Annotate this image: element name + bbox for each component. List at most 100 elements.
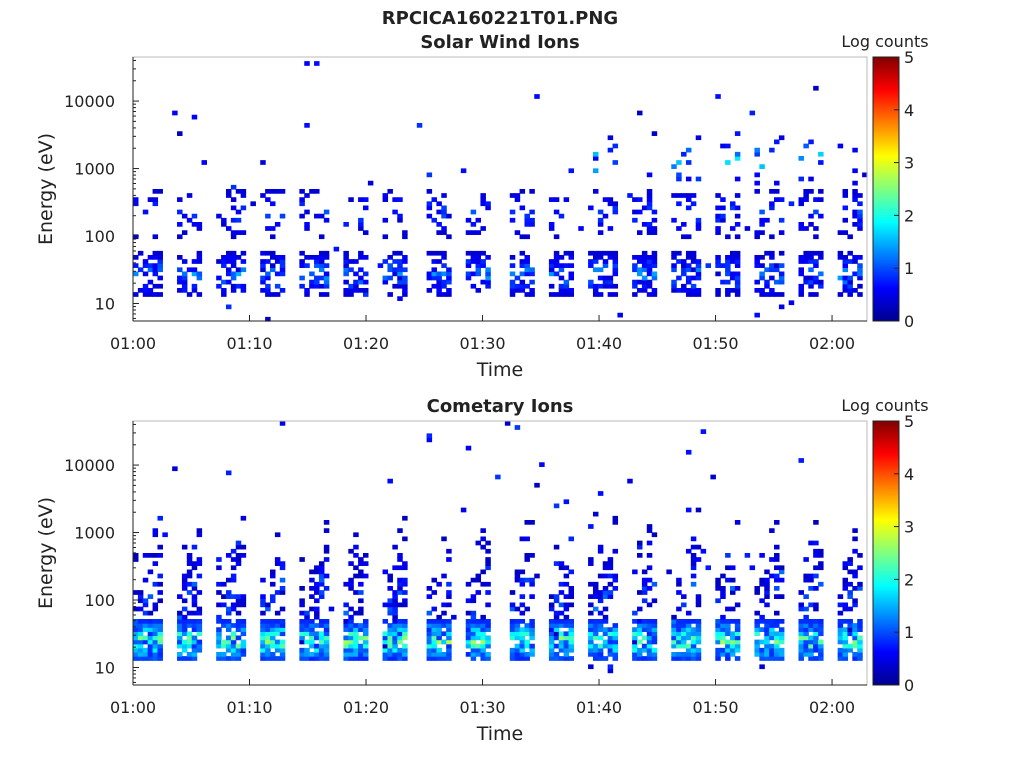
spectrogram-cell (597, 230, 604, 235)
spectrogram-cell (602, 656, 609, 661)
spectrogram-cell (152, 532, 159, 538)
spectrogram-cell (152, 619, 159, 624)
spectrogram-cell (279, 421, 286, 426)
spectrogram-cell (147, 623, 154, 628)
spectrogram-cell (270, 619, 276, 624)
spectrogram-cell (808, 619, 814, 624)
spectrogram-cell (446, 631, 452, 637)
spectrogram-cell (441, 226, 447, 231)
spectrogram-cell (509, 656, 516, 661)
spectrogram-cell (681, 234, 687, 240)
spectrogram-cell (225, 606, 232, 612)
spectrogram-cell (592, 288, 599, 293)
spectrogram-cell (392, 267, 398, 273)
spectrogram-cell (563, 279, 570, 285)
spectrogram-cell (524, 222, 530, 227)
spectrogram-cell (304, 226, 310, 231)
spectrogram-cell (358, 656, 364, 661)
spectrogram-cell (392, 259, 398, 264)
spectrogram-cell (509, 606, 516, 612)
spectrogram-cell (651, 217, 658, 223)
spectrogram-cell (270, 263, 276, 268)
spectrogram-cell (764, 581, 770, 587)
spectrogram-cell (260, 279, 266, 285)
spectrogram-cell (646, 553, 653, 558)
spectrogram-cell (602, 197, 609, 202)
spectrogram-cell (612, 656, 619, 661)
spectrogram-cell (235, 656, 242, 661)
spectrogram-cell (304, 255, 310, 260)
spectrogram-cell (637, 619, 643, 624)
spectrogram-cell (446, 267, 452, 273)
spectrogram-cell (470, 639, 477, 645)
spectrogram-cell (798, 283, 804, 289)
spectrogram-cell (592, 635, 599, 641)
spectrogram-cell (397, 250, 403, 256)
spectrogram-cell (651, 131, 658, 136)
spectrogram-cell (318, 647, 325, 653)
spectrogram-cell (181, 627, 188, 632)
spectrogram-cell (563, 639, 570, 645)
spectrogram-cell (646, 193, 653, 198)
spectrogram-cell (397, 652, 403, 657)
spectrogram-cell (436, 209, 442, 215)
spectrogram-cell (358, 573, 364, 579)
spectrogram-cell (646, 205, 653, 211)
spectrogram-cell (607, 561, 614, 566)
spectrogram-cell (769, 557, 775, 562)
spectrogram-cell (485, 201, 491, 207)
spectrogram-cell (842, 631, 849, 637)
spectrogram-cell (720, 619, 726, 624)
spectrogram-cell (152, 197, 159, 202)
spectrogram-cell (646, 263, 653, 268)
spectrogram-cell (152, 553, 159, 558)
spectrogram-cell (671, 643, 677, 649)
spectrogram-cell (309, 639, 315, 645)
spectrogram-cell (641, 590, 648, 595)
spectrogram-cell (651, 623, 658, 628)
spectrogram-cell (592, 652, 599, 657)
spectrogram-cell (842, 635, 849, 641)
spectrogram-cell (690, 250, 697, 256)
spectrogram-cell (676, 577, 682, 583)
spectrogram-cell (318, 635, 325, 641)
spectrogram-cell (392, 652, 398, 657)
spectrogram-cell (353, 652, 359, 657)
spectrogram-cell (588, 627, 594, 632)
spectrogram-cell (343, 222, 349, 227)
spectrogram-cell (392, 606, 398, 612)
spectrogram-cell (607, 279, 614, 285)
spectrogram-cell (181, 639, 188, 645)
spectrogram-cell (798, 458, 804, 463)
spectrogram-cell (382, 643, 389, 649)
spectrogram-cell (553, 561, 560, 566)
spectrogram-cell (734, 279, 741, 285)
spectrogram-cell (279, 213, 286, 219)
spectrogram-cell (362, 573, 369, 579)
spectrogram-cell (397, 296, 403, 301)
spectrogram-cell (681, 222, 687, 227)
spectrogram-cell (270, 267, 276, 273)
spectrogram-cell (592, 189, 599, 194)
spectrogram-cell (637, 288, 643, 293)
spectrogram-cell (358, 267, 364, 273)
spectrogram-cell (632, 647, 638, 653)
spectrogram-cell (152, 255, 159, 260)
spectrogram-cell (470, 610, 477, 616)
spectrogram-cell (754, 279, 760, 285)
spectrogram-cell (216, 627, 222, 632)
spectrogram-cell (637, 656, 643, 661)
spectrogram-cell (514, 627, 521, 632)
spectrogram-cell (774, 610, 780, 616)
spectrogram-cell (362, 271, 369, 277)
spectrogram-cell (597, 627, 604, 632)
spectrogram-cell (230, 656, 237, 661)
spectrogram-cell (729, 577, 736, 583)
spectrogram-cell (813, 635, 819, 641)
spectrogram-cell (279, 590, 286, 595)
spectrogram-cell (695, 507, 702, 513)
spectrogram-cell (705, 263, 712, 268)
spectrogram-cell (778, 197, 785, 202)
spectrogram-cell (274, 222, 281, 227)
spectrogram-cell (769, 288, 775, 293)
